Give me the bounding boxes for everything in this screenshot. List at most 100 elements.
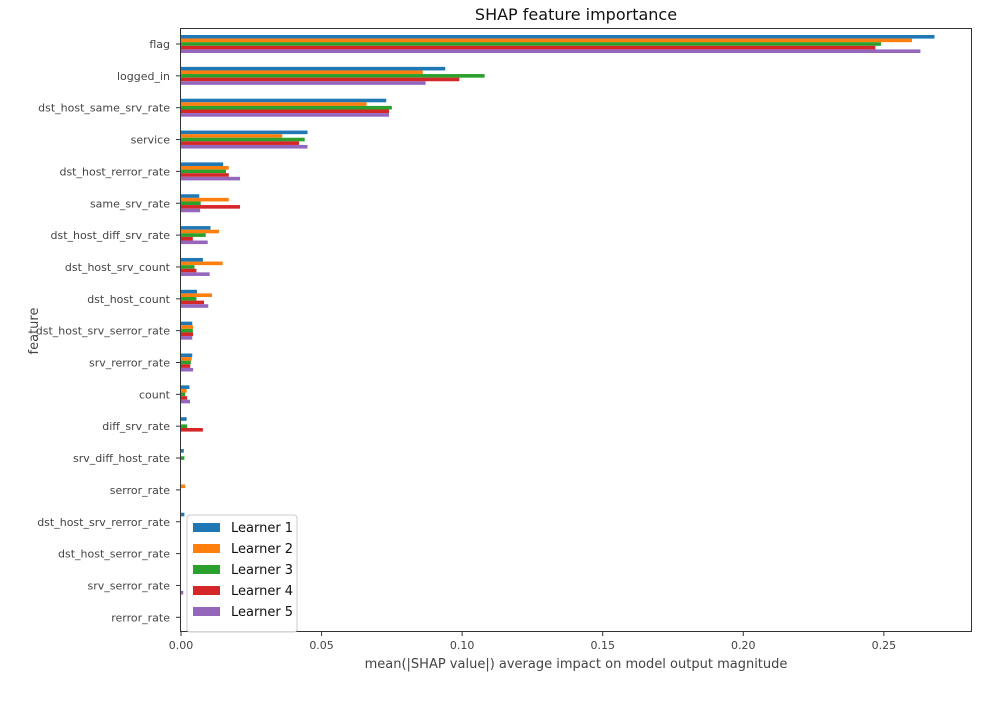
y-tick-label: serror_rate [110,484,170,497]
bar-dst-host-same-srv-rate-learner-3 [181,105,392,110]
bar-count-learner-3 [181,392,186,397]
bar-same-srv-rate-learner-2 [181,197,229,202]
bar-count-learner-2 [181,388,187,393]
bar-logged-in-learner-4 [181,77,460,82]
bar-count-learner-4 [181,396,188,400]
bar-logged-in-learner-2 [181,70,423,75]
bar-flag-learner-1 [181,35,935,39]
bar-dst-host-diff-srv-rate-learner-1 [181,226,211,230]
x-axis-label: mean(|SHAP value|) average impact on mod… [365,657,788,672]
y-axis-ticks: flag logged_in dst_host_same_srv_rateservi… [36,38,181,624]
bar-flag-learner-3 [181,42,882,46]
bar-srv-rerror-rate-learner-4 [181,364,191,368]
legend-swatch-learner-4 [193,586,220,595]
bar-diff-srv-rate-learner-4 [181,428,203,432]
bar-dst-host-diff-srv-rate-learner-4 [181,236,193,241]
y-tick-label: service [131,134,171,147]
bar-dst-host-diff-srv-rate-learner-2 [181,229,219,234]
bar-dst-host-srv-rerror-rate-learner-1 [181,512,185,517]
bar-count-learner-1 [181,385,190,389]
bar-dst-host-rerror-rate-learner-4 [181,173,229,177]
y-tick-label: srv_rerror_rate [89,357,170,370]
bar-dst-host-count-learner-5 [181,304,209,308]
chart-title: SHAP feature importance [475,5,677,24]
bar-dst-host-srv-count-learner-3 [181,265,195,269]
bar-dst-host-rerror-rate-learner-3 [181,169,226,174]
bar-dst-host-same-srv-rate-learner-2 [181,102,367,106]
x-tick-label: 0.25 [872,639,897,652]
bar-dst-host-diff-srv-rate-learner-5 [181,240,208,245]
bar-dst-host-same-srv-rate-learner-5 [181,113,390,117]
x-axis-ticks: 0.00 0.05 0.10 0.15 0.20 0.25 [169,631,896,652]
bar-flag-learner-4 [181,45,876,50]
y-tick-label: dst_host_srv_rerror_rate [37,516,170,529]
bar-dst-host-srv-serror-rate-learner-3 [181,328,193,333]
bar-dst-host-count-learner-4 [181,300,205,305]
y-tick-label: dst_host_serror_rate [58,548,170,561]
bar-srv-diff-host-rate-learner-1 [181,449,184,453]
bar-service-learner-2 [181,134,283,138]
y-tick-label: count [139,388,171,401]
bar-dst-host-rerror-rate-learner-2 [181,166,229,170]
legend-label-learner-3: Learner 3 [231,563,293,578]
bar-dst-host-srv-serror-rate-learner-4 [181,332,194,337]
bar-service-learner-3 [181,137,305,142]
y-tick-label: rerror_rate [111,611,170,624]
bar-logged-in-learner-3 [181,74,485,78]
bar-dst-host-srv-count-learner-4 [181,268,197,273]
bar-srv-rerror-rate-learner-5 [181,367,194,372]
y-tick-label: flag [149,38,170,51]
bar-service-learner-1 [181,130,308,135]
y-tick-label: diff_srv_rate [102,420,170,433]
bar-dst-host-diff-srv-rate-learner-3 [181,233,206,237]
bar-same-srv-rate-learner-1 [181,194,200,198]
plot-frame [180,28,972,632]
bar-srv-rerror-rate-learner-2 [181,357,192,361]
legend-swatch-learner-1 [193,523,220,532]
bar-service-learner-4 [181,141,300,145]
bar-dst-host-srv-serror-rate-learner-2 [181,325,194,329]
y-tick-label: same_srv_rate [90,197,170,210]
legend-swatch-learner-5 [193,607,220,616]
bar-srv-rerror-rate-learner-3 [181,360,191,365]
bar-dst-host-srv-serror-rate-learner-5 [181,336,193,340]
legend-swatch-learner-3 [193,565,220,574]
bar-same-srv-rate-learner-5 [181,208,201,213]
bar-srv-serror-rate-learner-5 [181,590,184,595]
y-tick-label: dst_host_srv_count [65,261,171,274]
legend-label-learner-5: Learner 5 [231,605,293,620]
x-tick-label: 0.00 [169,639,194,652]
bar-srv-rerror-rate-learner-1 [181,353,193,358]
y-axis-label: feature [27,308,42,355]
bar-dst-host-srv-count-learner-1 [181,257,203,262]
bar-dst-host-srv-count-learner-2 [181,261,223,266]
y-tick-label: srv_serror_rate [88,579,171,592]
bars-layer [181,35,935,595]
y-tick-label: logged_in [117,70,170,83]
bar-dst-host-rerror-rate-learner-1 [181,162,224,166]
bar-count-learner-5 [181,399,190,404]
y-tick-label: srv_diff_host_rate [73,452,170,465]
bar-flag-learner-5 [181,49,921,53]
legend-label-learner-2: Learner 2 [231,542,293,557]
y-tick-label: dst_host_same_srv_rate [38,102,170,115]
bar-dst-host-same-srv-rate-learner-1 [181,98,387,103]
bar-dst-host-rerror-rate-learner-5 [181,176,241,181]
bar-dst-host-count-learner-2 [181,293,212,297]
bar-serror-rate-learner-2 [181,484,186,489]
bar-diff-srv-rate-learner-1 [181,417,187,421]
legend-label-learner-4: Learner 4 [231,584,293,599]
legend-label-learner-1: Learner 1 [231,521,293,536]
y-tick-label: dst_host_count [87,293,170,306]
bar-logged-in-learner-5 [181,81,426,85]
bar-service-learner-5 [181,144,308,149]
bar-diff-srv-rate-learner-3 [181,424,188,428]
bar-logged-in-learner-1 [181,66,446,71]
y-tick-label: dst_host_rerror_rate [59,165,170,178]
x-tick-label: 0.15 [590,639,615,652]
legend: Learner 1 Learner 2 Learner 3 Learner 4 Lear… [186,514,298,633]
bar-dst-host-same-srv-rate-learner-4 [181,109,390,114]
bar-dst-host-srv-count-learner-5 [181,272,210,276]
